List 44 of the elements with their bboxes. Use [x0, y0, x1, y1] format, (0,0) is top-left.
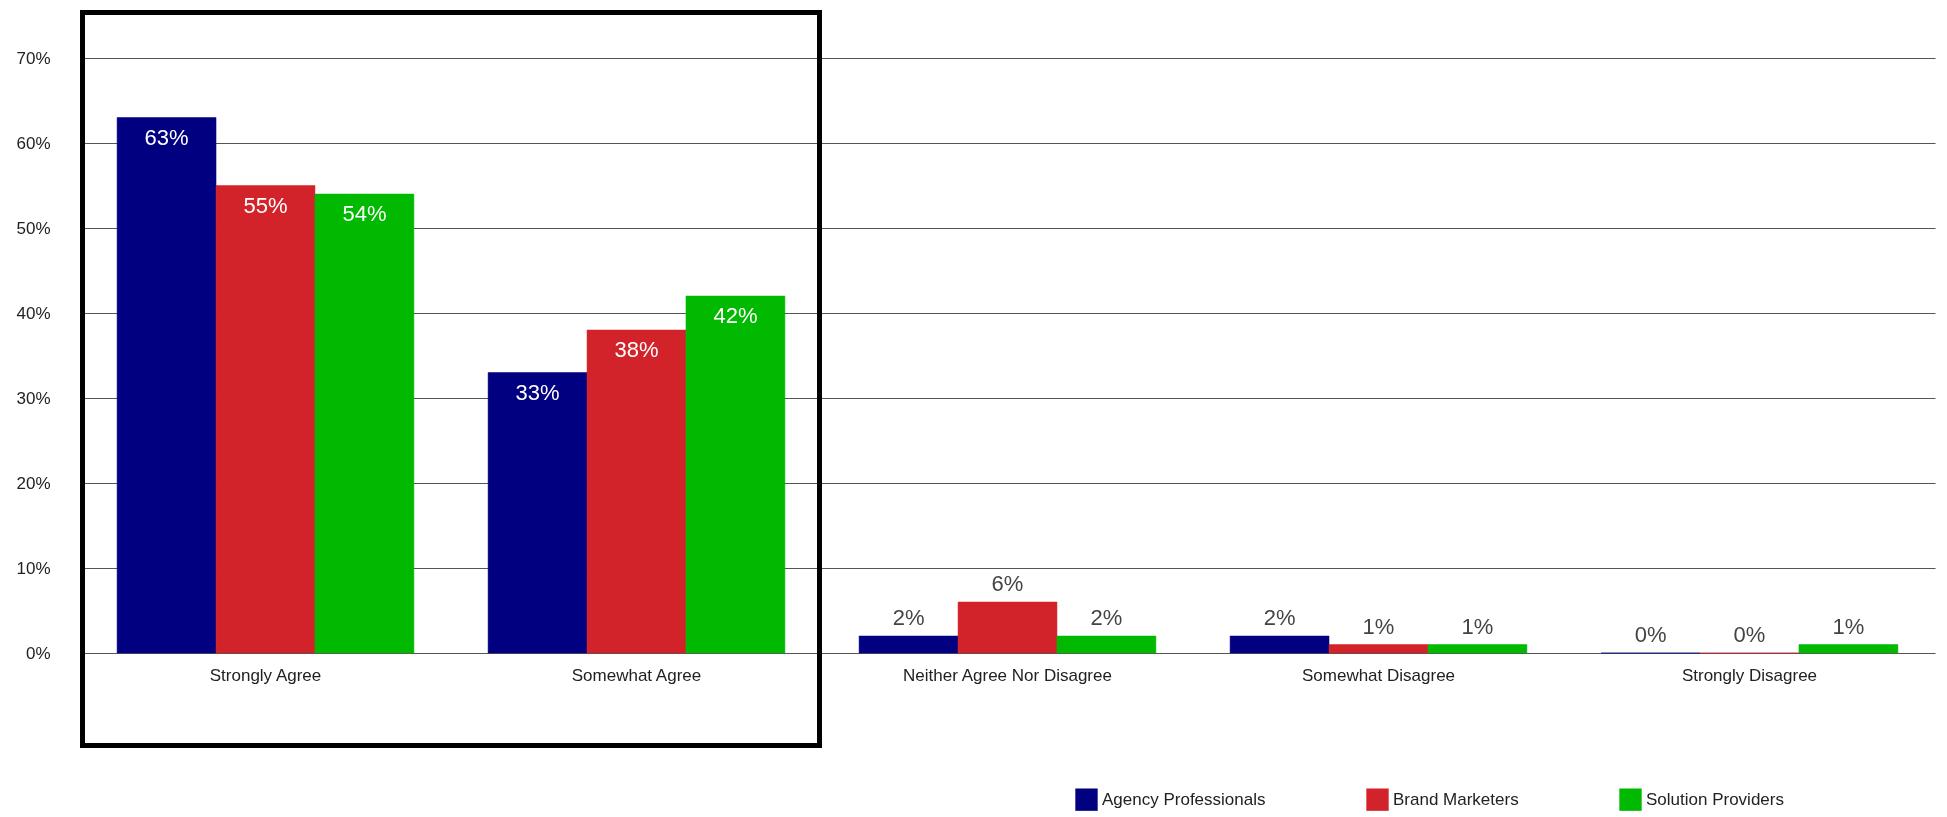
- bar: [487, 372, 588, 654]
- legend-label: Agency Professionals: [1102, 789, 1266, 809]
- data-label: 33%: [515, 379, 560, 405]
- y-tick-label: 50%: [16, 218, 51, 238]
- bar: [116, 117, 217, 654]
- data-label: 55%: [243, 192, 288, 218]
- legend-label: Solution Providers: [1646, 789, 1784, 809]
- data-label: 1%: [1832, 613, 1865, 639]
- bar: [685, 295, 786, 654]
- data-label: 0%: [1733, 622, 1766, 647]
- y-tick-label: 10%: [16, 558, 51, 578]
- data-label: 1%: [1362, 613, 1395, 639]
- legend-label: Brand Marketers: [1393, 789, 1519, 809]
- bar: [1229, 635, 1330, 654]
- data-label: 42%: [713, 303, 758, 328]
- x-tick-label: Somewhat Agree: [571, 665, 702, 685]
- y-tick-label: 60%: [16, 133, 51, 153]
- data-label: 2%: [1263, 605, 1296, 630]
- y-tick-label: 70%: [16, 48, 51, 68]
- x-tick-label: Somewhat Disagree: [1301, 665, 1456, 685]
- bar: [1427, 644, 1528, 654]
- bar: [957, 601, 1058, 654]
- y-tick-label: 20%: [16, 473, 51, 493]
- bar: [1056, 635, 1157, 654]
- data-label: 54%: [342, 201, 387, 226]
- bar: [586, 329, 687, 654]
- data-label: 0%: [1634, 622, 1667, 647]
- y-tick-label: 0%: [25, 643, 51, 663]
- bar: [215, 185, 316, 654]
- data-label: 1%: [1461, 613, 1494, 639]
- data-label: 2%: [1090, 605, 1123, 630]
- x-tick-label: Strongly Agree: [209, 665, 322, 685]
- bar: [858, 635, 959, 654]
- bar: [314, 193, 415, 654]
- data-label: 38%: [614, 337, 659, 362]
- x-tick-label: Strongly Disagree: [1681, 665, 1818, 685]
- data-label: 63%: [144, 124, 189, 150]
- bar: [1798, 644, 1899, 654]
- data-label: 6%: [991, 571, 1024, 596]
- bar: [1328, 644, 1429, 654]
- x-tick-label: Neither Agree Nor Disagree: [903, 665, 1112, 685]
- y-tick-label: 30%: [16, 388, 51, 408]
- data-label: 2%: [892, 605, 925, 630]
- y-tick-label: 40%: [16, 303, 51, 323]
